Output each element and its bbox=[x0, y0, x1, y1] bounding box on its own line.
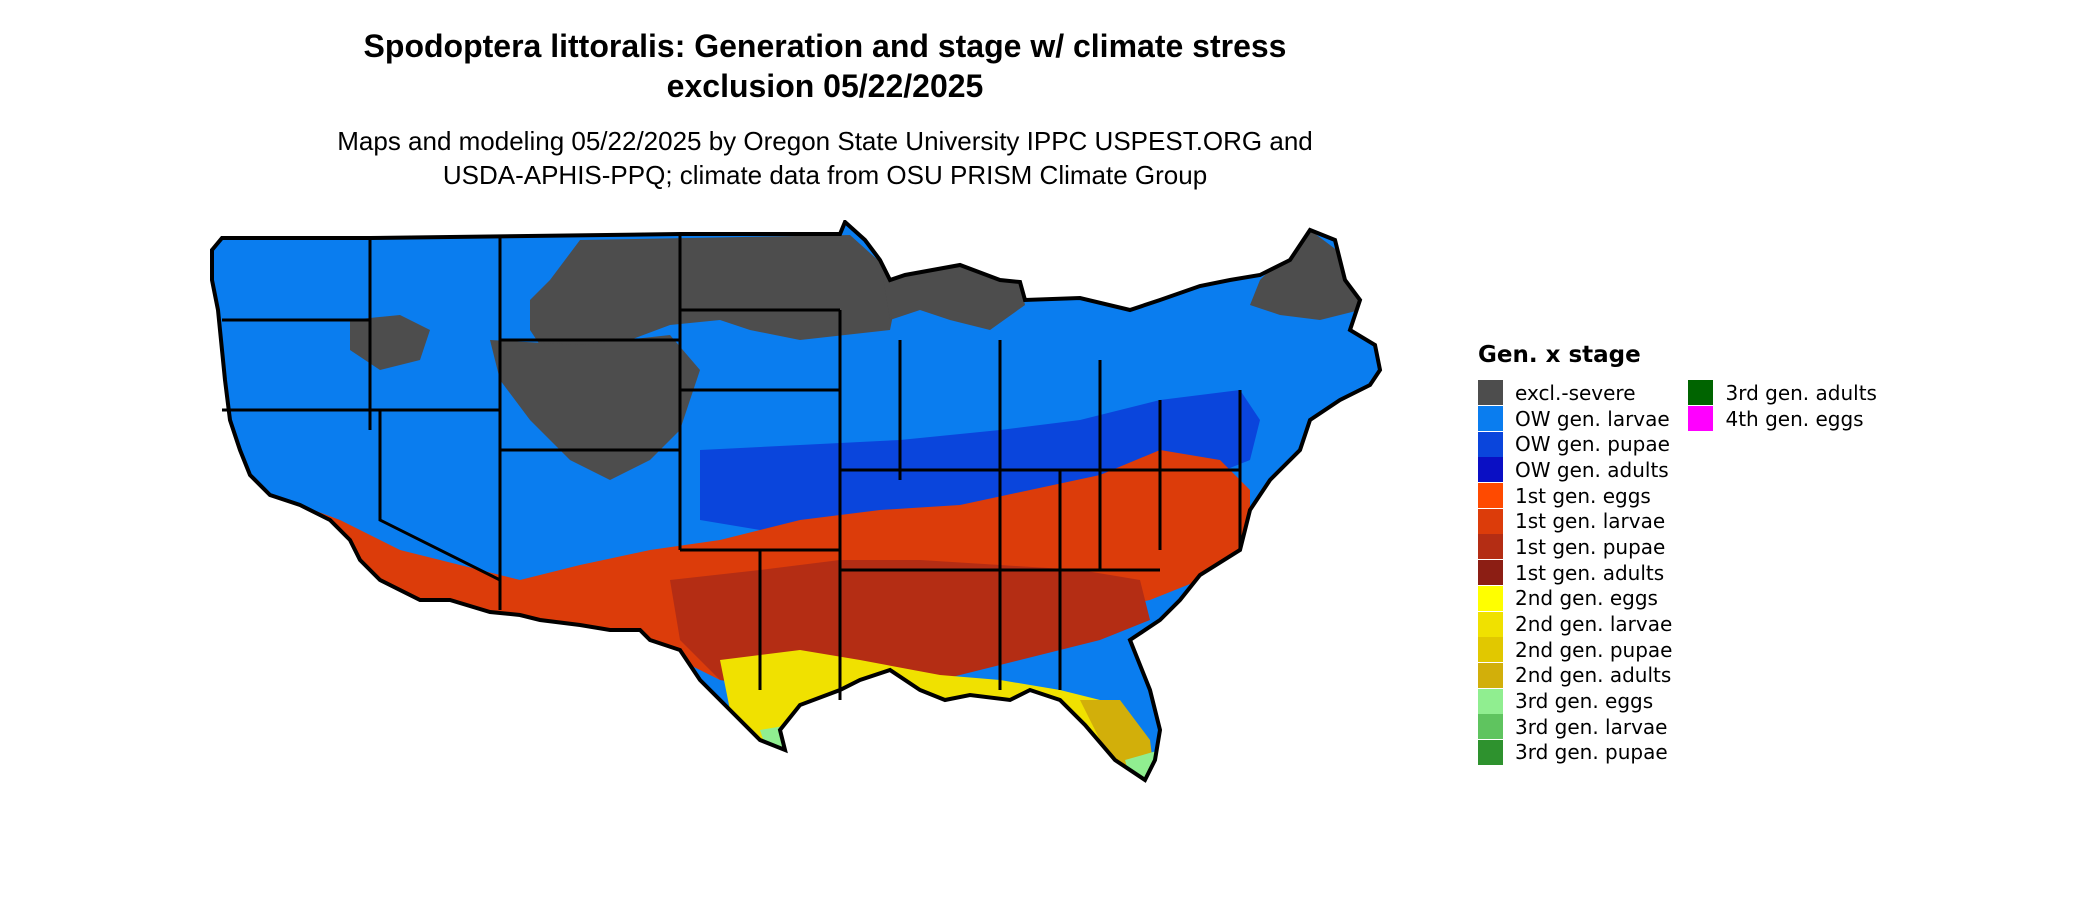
legend-swatch bbox=[1478, 431, 1503, 457]
legend-item: 4th gen. eggs bbox=[1688, 406, 1876, 432]
map-title-line2: exclusion 05/22/2025 bbox=[666, 68, 984, 104]
us-outline bbox=[210, 218, 1383, 783]
legend-item: 3rd gen. larvae bbox=[1478, 714, 1672, 740]
legend-title: Gen. x stage bbox=[1478, 342, 1641, 368]
legend-swatch bbox=[1478, 560, 1503, 586]
legend-swatch bbox=[1478, 585, 1503, 611]
legend-item: 1st gen. adults bbox=[1478, 560, 1672, 586]
legend-columns: excl.-severe OW gen. larvae OW gen. pupae O… bbox=[1478, 380, 1877, 765]
legend-swatch bbox=[1478, 611, 1503, 637]
legend-label: 3rd gen. eggs bbox=[1515, 689, 1654, 714]
legend-item: 1st gen. eggs bbox=[1478, 483, 1672, 509]
legend-label: 2nd gen. adults bbox=[1515, 663, 1672, 688]
legend-swatch bbox=[1478, 688, 1503, 714]
legend-column-2: 3rd gen. adults 4th gen. eggs bbox=[1688, 380, 1877, 765]
legend-swatch bbox=[1478, 637, 1503, 663]
legend-item: 2nd gen. larvae bbox=[1478, 611, 1672, 637]
legend-item: excl.-severe bbox=[1478, 380, 1672, 406]
legend-item: OW gen. adults bbox=[1478, 457, 1672, 483]
us-map-svg bbox=[210, 218, 1383, 783]
legend-item: OW gen. larvae bbox=[1478, 406, 1672, 432]
legend-swatch bbox=[1688, 406, 1714, 432]
legend-swatch bbox=[1478, 508, 1503, 534]
legend-label: 4th gen. eggs bbox=[1725, 406, 1864, 431]
legend-label: 3rd gen. pupae bbox=[1515, 740, 1668, 765]
legend-label: 3rd gen. larvae bbox=[1515, 714, 1668, 739]
zone-excluded-maine bbox=[1250, 230, 1360, 320]
legend-label: 2nd gen. eggs bbox=[1515, 586, 1658, 611]
legend-label: 1st gen. pupae bbox=[1515, 534, 1666, 559]
legend-swatch bbox=[1478, 534, 1503, 560]
zone-2nd-larvae-az bbox=[300, 580, 400, 620]
legend: Gen. x stage excl.-severe OW gen. larvae O… bbox=[1478, 342, 1877, 765]
map-subtitle: Maps and modeling 05/22/2025 by Oregon S… bbox=[300, 124, 1350, 192]
legend-label: OW gen. larvae bbox=[1515, 406, 1670, 431]
us-map bbox=[200, 218, 1440, 900]
zone-excluded-north bbox=[530, 235, 900, 360]
zone-excluded-rockies bbox=[490, 335, 700, 480]
legend-item: 3rd gen. pupae bbox=[1478, 739, 1672, 766]
legend-label: 2nd gen. larvae bbox=[1515, 612, 1673, 637]
legend-label: excl.-severe bbox=[1515, 380, 1636, 405]
legend-swatch bbox=[1478, 380, 1503, 406]
legend-item: OW gen. pupae bbox=[1478, 431, 1672, 457]
map-title: Spodoptera littoralis: Generation and st… bbox=[330, 26, 1320, 106]
map-subtitle-line2: USDA-APHIS-PPQ; climate data from OSU PR… bbox=[442, 160, 1208, 190]
legend-item: 2nd gen. eggs bbox=[1478, 585, 1672, 612]
legend-label: 2nd gen. pupae bbox=[1515, 637, 1673, 662]
legend-item: 2nd gen. adults bbox=[1478, 662, 1672, 689]
legend-swatch bbox=[1478, 457, 1503, 483]
legend-item: 3rd gen. adults bbox=[1688, 380, 1877, 406]
state-borders bbox=[222, 234, 1242, 700]
legend-item: 2nd gen. pupae bbox=[1478, 637, 1672, 663]
legend-column-1: excl.-severe OW gen. larvae OW gen. pupae O… bbox=[1478, 380, 1672, 765]
legend-swatch bbox=[1478, 662, 1503, 688]
legend-item: 1st gen. larvae bbox=[1478, 508, 1672, 534]
legend-swatch bbox=[1478, 483, 1503, 509]
legend-swatch bbox=[1478, 714, 1503, 740]
legend-label: 3rd gen. adults bbox=[1725, 380, 1877, 405]
legend-item: 1st gen. pupae bbox=[1478, 534, 1672, 560]
legend-label: 1st gen. adults bbox=[1515, 560, 1665, 585]
legend-label: OW gen. pupae bbox=[1515, 432, 1670, 457]
legend-label: 1st gen. larvae bbox=[1515, 509, 1666, 534]
map-subtitle-line1: Maps and modeling 05/22/2025 by Oregon S… bbox=[337, 126, 1313, 156]
legend-item: 3rd gen. eggs bbox=[1478, 688, 1672, 714]
legend-swatch bbox=[1478, 406, 1503, 432]
legend-label: 1st gen. eggs bbox=[1515, 483, 1651, 508]
zone-2nd-larvae bbox=[720, 650, 1140, 780]
legend-label: OW gen. adults bbox=[1515, 457, 1669, 482]
legend-swatch bbox=[1478, 739, 1503, 765]
map-title-line1: Spodoptera littoralis: Generation and st… bbox=[363, 28, 1287, 64]
legend-swatch bbox=[1688, 380, 1714, 406]
